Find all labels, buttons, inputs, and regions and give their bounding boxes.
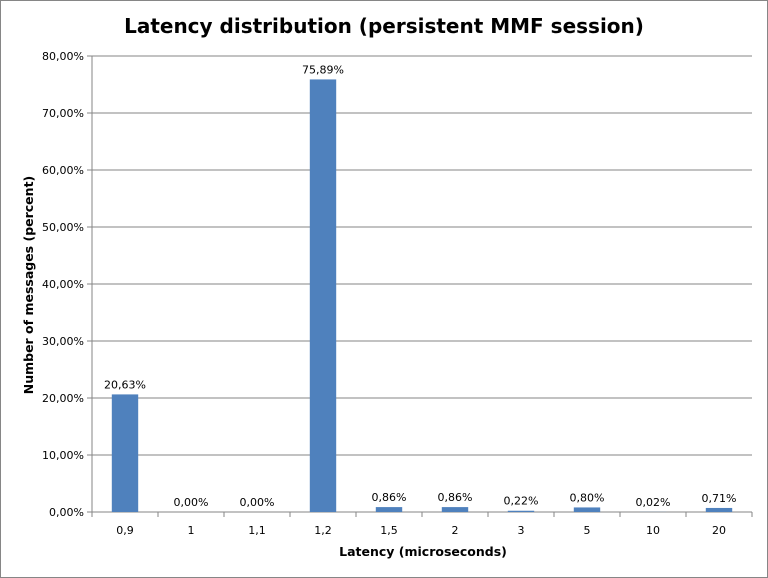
bar xyxy=(441,507,469,512)
y-tick-label: 20,00% xyxy=(42,392,84,405)
x-tick-label: 2 xyxy=(452,524,459,537)
bar xyxy=(111,394,139,512)
data-label: 0,22% xyxy=(504,495,539,508)
bar xyxy=(375,507,403,512)
y-tick-label: 40,00% xyxy=(42,278,84,291)
x-tick-label: 20 xyxy=(712,524,726,537)
data-label: 0,86% xyxy=(372,491,407,504)
x-tick-label: 5 xyxy=(584,524,591,537)
y-tick-label: 30,00% xyxy=(42,335,84,348)
data-label: 75,89% xyxy=(302,63,344,76)
x-tick-label: 3 xyxy=(518,524,525,537)
data-label: 0,02% xyxy=(636,496,671,509)
x-tick-label: 1 xyxy=(188,524,195,537)
data-labels: 20,63% 0,00% 0,00% 75,89% 0,86% 0,86% 0,22% 0,8… xyxy=(104,63,736,509)
chart-title: Latency distribution (persistent MMF ses… xyxy=(124,14,644,38)
axes xyxy=(87,55,753,517)
x-tick-label: 1,1 xyxy=(248,524,266,537)
x-tick-label: 1,2 xyxy=(314,524,332,537)
bar xyxy=(705,507,733,512)
y-tick-label: 10,00% xyxy=(42,449,84,462)
data-label: 0,80% xyxy=(570,491,605,504)
data-label: 0,86% xyxy=(438,491,473,504)
x-tick-label: 1,5 xyxy=(380,524,398,537)
bar xyxy=(507,510,535,512)
y-tick-label: 0,00% xyxy=(49,506,84,519)
bar xyxy=(309,79,337,512)
x-tick-label: 10 xyxy=(646,524,660,537)
data-label: 0,71% xyxy=(702,492,737,505)
y-tick-label: 80,00% xyxy=(42,50,84,63)
x-tick-label: 0,9 xyxy=(116,524,134,537)
bar xyxy=(573,507,601,512)
y-tick-label: 50,00% xyxy=(42,221,84,234)
y-tick-label: 60,00% xyxy=(42,164,84,177)
data-label: 0,00% xyxy=(174,496,209,509)
y-tick-label: 70,00% xyxy=(42,107,84,120)
x-axis-title: Latency (microseconds) xyxy=(339,544,507,559)
y-axis-title: Number of messages (percent) xyxy=(21,176,36,395)
data-label: 0,00% xyxy=(240,496,275,509)
x-tick-labels: 0,9 1 1,1 1,2 1,5 2 3 5 10 20 xyxy=(116,524,726,537)
gridlines xyxy=(92,55,752,456)
y-tick-labels: 0,00% 10,00% 20,00% 30,00% 40,00% 50,00% 60,00… xyxy=(42,50,84,519)
data-label: 20,63% xyxy=(104,378,146,391)
bars xyxy=(111,79,733,512)
